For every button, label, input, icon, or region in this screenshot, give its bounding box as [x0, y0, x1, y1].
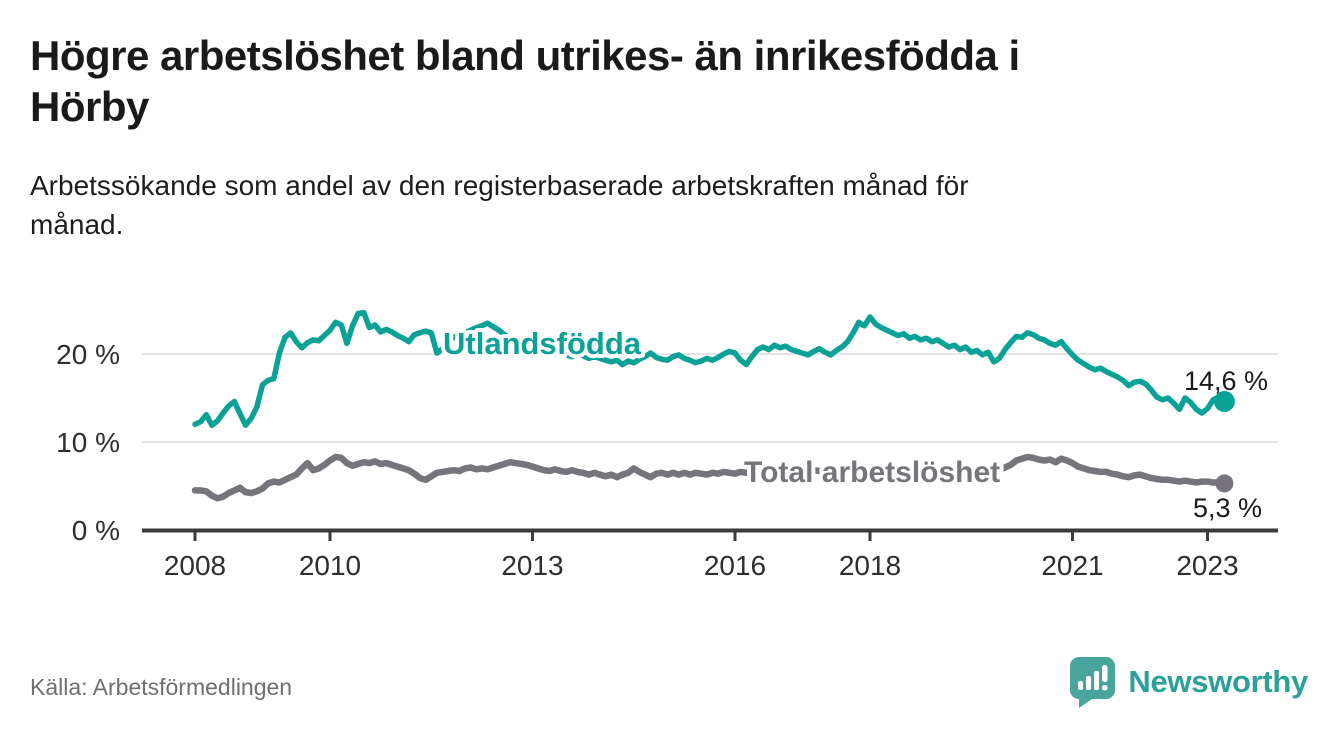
utlandsfodda-end-dot: [1213, 391, 1235, 412]
title-line-1: Högre arbetslöshet bland utrikes- än inr…: [30, 32, 1020, 79]
subtitle-line-1: Arbetssökande som andel av den registerb…: [30, 170, 969, 201]
x-tick-label: 2023: [1176, 550, 1238, 581]
y-tick-label: 0 %: [72, 515, 120, 546]
logo-exclamation-dot: [1102, 685, 1108, 691]
logo-exclamation-stem: [1102, 665, 1108, 682]
total-arbetsloshet-end-value: 5,3 %: [1193, 493, 1262, 523]
y-tick-label: 20 %: [56, 339, 120, 370]
subtitle-line-2: månad.: [30, 209, 124, 241]
logo-bar-3: [1094, 671, 1100, 690]
x-tick-label: 2010: [299, 550, 361, 581]
chart-subtitle: Arbetssökande som andel av den registerb…: [30, 166, 1230, 244]
x-tick-label: 2008: [164, 550, 226, 581]
total-arbetsloshet-line: [191, 453, 1228, 502]
utlandsfodda-series-label: Utlandsfödda: [443, 326, 642, 361]
total-arbetsloshet-end-dot: [1215, 474, 1234, 493]
x-tick-labels: 2008 2010 2013 2016 2018 2021 2023: [164, 550, 1239, 581]
x-tick-label: 2016: [704, 550, 766, 581]
logo-bar-1: [1078, 681, 1084, 690]
utlandsfodda-end-value: 14,6 %: [1184, 366, 1268, 396]
total-arbetsloshet-series-label: Total arbetslöshet: [744, 456, 1000, 489]
newsworthy-logo: Newsworthy: [1069, 656, 1308, 708]
source-note: Källa: Arbetsförmedlingen: [30, 674, 293, 700]
utlandsfodda-line: [192, 309, 1228, 429]
title-line-2: Hörby: [30, 83, 149, 131]
x-tick-label: 2018: [839, 550, 901, 581]
page-title: Högre arbetslöshet bland utrikes- än inr…: [30, 30, 1300, 132]
x-tick-marks: [193, 530, 1209, 541]
y-tick-labels: 0 % 10 % 20 %: [56, 339, 120, 546]
newsworthy-speech-bubble-icon: [1070, 657, 1116, 708]
y-tick-label: 10 %: [56, 427, 120, 458]
brand-name: Newsworthy: [1128, 664, 1308, 699]
gridlines: [142, 353, 1278, 443]
x-tick-label: 2021: [1041, 550, 1103, 581]
x-tick-label: 2013: [501, 550, 563, 581]
logo-bar-2: [1086, 676, 1092, 690]
